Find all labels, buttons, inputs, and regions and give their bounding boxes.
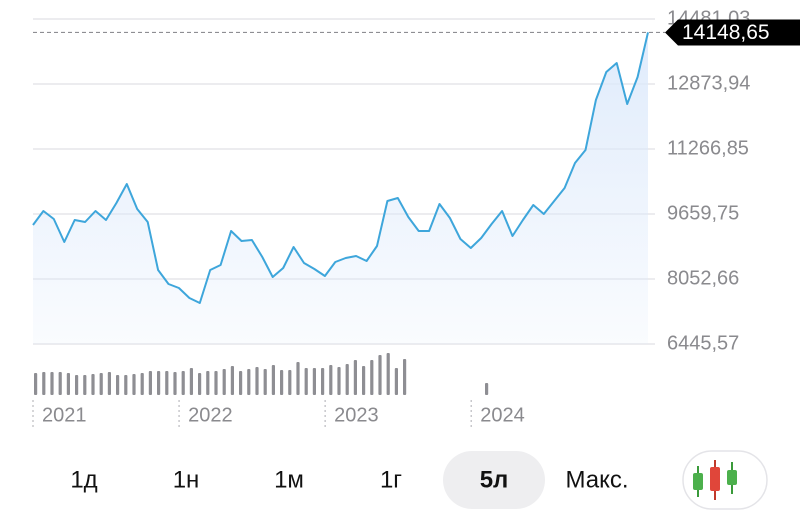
volume-bar: [132, 374, 136, 395]
volume-bar: [124, 375, 128, 395]
candlestick-icon: [693, 460, 737, 500]
volume-bar: [91, 374, 95, 395]
volume-bar: [107, 372, 111, 395]
range-button[interactable]: 5л: [480, 466, 509, 493]
volume-bar: [280, 370, 284, 395]
volume-bar: [345, 364, 349, 395]
price-line: [32, 32, 649, 304]
volume-bar: [58, 372, 62, 395]
volume-bar: [304, 368, 308, 395]
x-tick-label: 2021: [42, 404, 87, 426]
range-button[interactable]: 1м: [274, 466, 304, 493]
volume-bar: [337, 367, 341, 395]
volume-bar: [321, 368, 325, 395]
volume-bar: [116, 375, 120, 395]
volume-bar: [239, 371, 243, 395]
volume-bar: [255, 367, 259, 395]
last-price-tag: [665, 19, 800, 46]
volume-bar: [189, 368, 193, 395]
volume-bar: [403, 359, 407, 395]
volume-bar: [247, 369, 251, 395]
range-button[interactable]: 1г: [380, 466, 402, 493]
volume-bar: [288, 370, 292, 395]
range-button[interactable]: 1д: [70, 466, 97, 493]
chart-type-button[interactable]: [682, 450, 768, 510]
y-tick-label: 6445,57: [667, 332, 739, 354]
volume-bar: [42, 372, 46, 395]
volume-bar: [329, 365, 333, 395]
range-button[interactable]: 1н: [173, 466, 200, 493]
volume-bar: [83, 375, 87, 395]
volume-bar: [206, 371, 210, 395]
volume-bar: [75, 375, 79, 395]
volume-bar: [378, 355, 382, 395]
y-tick-label: 12873,94: [667, 72, 750, 94]
volume-bar: [362, 366, 366, 395]
volume-bar: [386, 353, 390, 395]
y-tick-label: 9659,75: [667, 202, 739, 224]
volume-bar: [214, 371, 218, 395]
volume-bar: [312, 368, 316, 395]
volume-bar: [173, 372, 177, 395]
volume-bar: [157, 371, 161, 395]
volume-bar: [230, 366, 234, 395]
x-tick-label: 2024: [480, 404, 525, 426]
y-tick-label: 11266,85: [667, 137, 749, 159]
x-tick-label: 2023: [334, 404, 379, 426]
volume-bar: [271, 365, 275, 395]
volume-bar: [370, 360, 374, 395]
volume-bar: [394, 368, 398, 395]
y-tick-label: 8052,66: [667, 267, 739, 289]
volume-bar: [165, 371, 169, 395]
volume-bar: [140, 373, 144, 395]
volume-bar: [50, 372, 54, 395]
volume-bar: [148, 371, 152, 395]
volume-bar: [263, 369, 267, 395]
volume-bar: [222, 369, 226, 395]
volume-bar: [99, 373, 103, 395]
volume-bar: [296, 362, 300, 395]
volume-bar: [66, 373, 70, 395]
volume-bar: [353, 360, 357, 395]
volume-bar: [485, 383, 489, 395]
volume-bar: [181, 371, 185, 395]
price-area: [33, 32, 648, 345]
last-price-label: 14148,65: [682, 21, 770, 44]
selected-range-pill: [443, 451, 545, 509]
volume-bar: [198, 373, 202, 395]
volume-bar: [34, 373, 38, 395]
x-tick-label: 2022: [188, 404, 233, 426]
range-button[interactable]: Макс.: [565, 466, 628, 493]
